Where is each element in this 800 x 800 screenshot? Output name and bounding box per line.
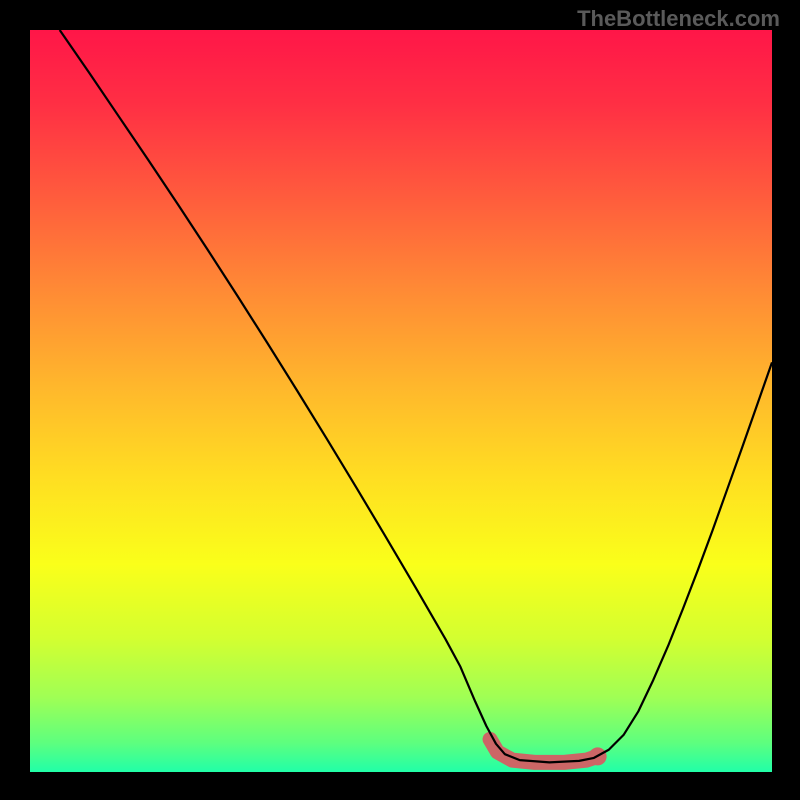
bottom-highlight-stroke — [490, 739, 598, 762]
main-curve — [60, 30, 772, 762]
curves-layer — [30, 30, 772, 772]
chart-container: TheBottleneck.com — [0, 0, 800, 800]
watermark-text: TheBottleneck.com — [577, 6, 780, 32]
plot-area — [30, 30, 772, 772]
